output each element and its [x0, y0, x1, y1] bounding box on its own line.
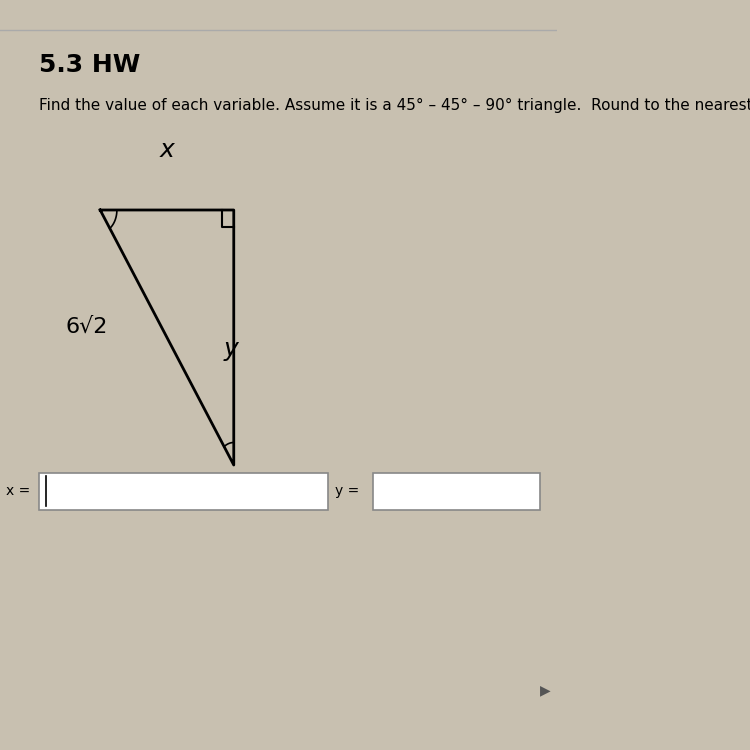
- Text: 6√2: 6√2: [65, 316, 107, 336]
- Text: 5.3 HW: 5.3 HW: [39, 53, 140, 76]
- FancyBboxPatch shape: [39, 472, 328, 510]
- FancyBboxPatch shape: [373, 472, 540, 510]
- Text: x =: x =: [6, 484, 31, 498]
- Text: y: y: [224, 337, 238, 361]
- Text: Find the value of each variable. Assume it is a 45° – 45° – 90° triangle.  Round: Find the value of each variable. Assume …: [39, 98, 750, 112]
- Text: ▶: ▶: [540, 683, 551, 697]
- Text: x: x: [160, 138, 174, 162]
- Text: y =: y =: [334, 484, 359, 498]
